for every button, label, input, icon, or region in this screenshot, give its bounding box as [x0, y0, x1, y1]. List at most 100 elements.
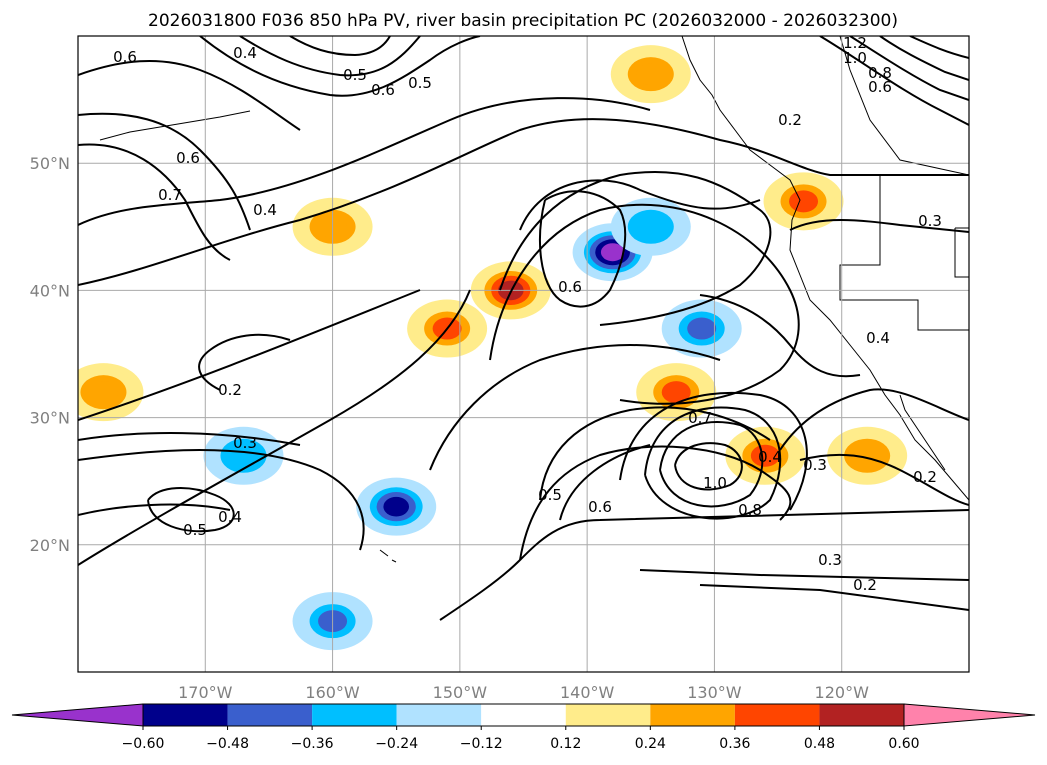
pv-contour-25	[659, 421, 764, 508]
y-tick-label: 20°N	[30, 536, 70, 555]
contour-label: 0.4	[866, 329, 890, 347]
contour-label: 0.6	[113, 48, 137, 66]
pv-contour-28	[779, 388, 969, 451]
precip-blob-13-level-3	[636, 63, 666, 86]
pv-contour-5	[199, 36, 481, 97]
contour-labels: 0.60.70.60.50.40.60.40.60.50.20.20.30.50…	[113, 34, 942, 594]
x-tick-label: 130°W	[687, 683, 742, 702]
contour-label: 0.3	[918, 212, 942, 230]
contour-label: 1.0	[843, 49, 867, 67]
chart-title: 2026031800 F036 850 hPa PV, river basin …	[148, 11, 898, 31]
pv-contour-6	[239, 36, 421, 77]
coastline-1	[839, 36, 969, 176]
pv-contour-36	[789, 219, 969, 233]
pv-contour-12	[429, 344, 721, 471]
contour-label: 0.5	[183, 521, 207, 539]
colorbar-outline	[142, 703, 905, 727]
x-axis-ticks: 170°W 160°W 150°W 140°W 130°W 120°W	[178, 683, 869, 702]
contour-label: 0.2	[913, 468, 937, 486]
pv-contour-34	[879, 36, 969, 81]
pv-contours	[78, 36, 969, 621]
precip-blob-10-level-3	[661, 381, 691, 404]
colorbar-segment	[481, 704, 566, 726]
colorbar-extend-high	[903, 703, 1036, 727]
pv-contour-30	[639, 569, 969, 581]
pv-contour-16	[78, 449, 365, 551]
colorbar-tick-label: 0.12	[550, 736, 581, 752]
colorbar-tick-label: 0.24	[635, 736, 666, 752]
pv-contour-24	[674, 442, 743, 491]
precip-blob-4-level-5	[600, 243, 625, 262]
contour-label: 0.7	[158, 186, 182, 204]
coastline-4	[379, 549, 397, 563]
colorbar-segment	[312, 704, 397, 726]
pv-contour-8	[539, 190, 627, 308]
pv-contour-26	[644, 406, 782, 520]
map-frame: 0.60.70.60.50.40.60.40.60.50.20.20.30.50…	[77, 34, 970, 673]
contour-label: 1.2	[843, 34, 867, 52]
colorbar-tick-label: −0.12	[460, 736, 503, 752]
colorbar-tick-label: −0.24	[375, 736, 418, 752]
pv-contour-37	[699, 294, 861, 378]
contour-label: 0.5	[408, 74, 432, 92]
contour-label: 1.0	[703, 474, 727, 492]
x-tick-label: 160°W	[305, 683, 360, 702]
colorbar-extend-low	[11, 703, 144, 727]
pv-contour-23	[539, 406, 771, 501]
contour-label: 0.3	[233, 434, 257, 452]
y-tick-label: 40°N	[30, 281, 70, 300]
pv-contour-29	[799, 453, 969, 506]
colorbar: −0.60 −0.48 −0.36 −0.24 −0.12 0.12 0.24 0.36 0.4…	[11, 703, 1036, 752]
pv-contour-13	[78, 289, 421, 421]
pv-contour-31	[699, 584, 969, 611]
contour-label: 0.5	[538, 486, 562, 504]
contour-label: 0.3	[818, 551, 842, 569]
coastline-0	[681, 36, 969, 501]
contour-label: 0.3	[803, 456, 827, 474]
colorbar-segment	[819, 704, 904, 726]
precip-blob-6-level-3	[687, 317, 717, 340]
x-tick-label: 140°W	[560, 683, 615, 702]
coastline-5	[99, 110, 251, 141]
y-tick-label: 30°N	[30, 409, 70, 428]
contour-label: 0.5	[343, 66, 367, 84]
pv-contour-4	[78, 118, 969, 286]
colorbar-segment	[650, 704, 735, 726]
pv-contour-7	[289, 36, 391, 57]
x-tick-label: 150°W	[433, 683, 488, 702]
pv-contour-21	[519, 445, 792, 561]
colorbar-segment	[734, 704, 820, 726]
colorbar-segment	[565, 704, 651, 726]
precip-blob-11-level-3	[750, 444, 780, 467]
pv-contour-27	[619, 391, 808, 511]
contour-label: 0.4	[253, 201, 277, 219]
pv-contour-19	[78, 432, 301, 446]
pv-contour-35	[909, 36, 969, 59]
precip-blob-7-level-3	[228, 444, 258, 467]
colorbar-segment	[227, 704, 313, 726]
contour-label: 0.4	[758, 448, 782, 466]
contour-label: 0.6	[588, 498, 612, 516]
coastline-6	[954, 227, 969, 278]
coastline-3	[899, 394, 946, 471]
contour-label: 0.6	[558, 278, 582, 296]
precip-blob-5-level-3	[636, 215, 666, 238]
colorbar-tick-label: 0.60	[888, 736, 919, 752]
contour-label: 0.2	[218, 381, 242, 399]
colorbar-segment	[396, 704, 482, 726]
precip-blob-12-level-3	[789, 190, 819, 213]
pv-contour-9	[519, 179, 761, 231]
pv-contour-0	[78, 59, 301, 131]
precip-blob-8-level-4	[383, 496, 410, 517]
contour-label: 0.4	[218, 508, 242, 526]
pv-contour-33	[849, 36, 969, 101]
coastlines	[99, 36, 969, 563]
colorbar-tick-label: −0.36	[291, 736, 334, 752]
contour-label: 0.4	[233, 44, 257, 62]
pv-contour-22	[559, 444, 651, 521]
pv-contour-1	[78, 112, 251, 231]
pv-contour-15	[198, 333, 291, 391]
x-tick-label: 170°W	[178, 683, 233, 702]
contour-label: 0.6	[371, 81, 395, 99]
